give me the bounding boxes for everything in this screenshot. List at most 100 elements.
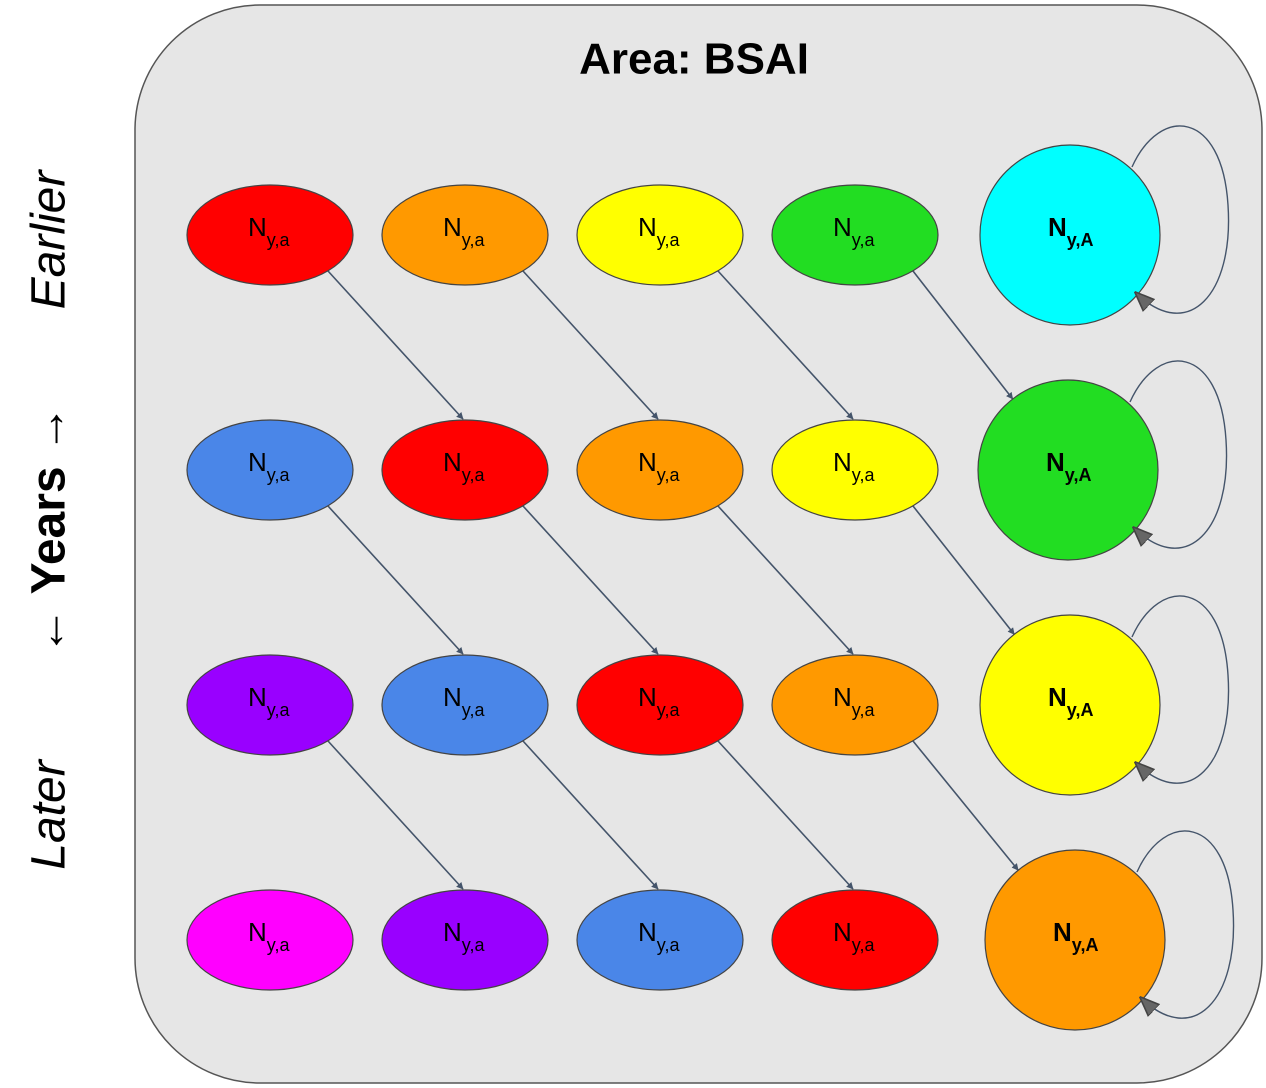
node-label-main: N <box>443 447 462 477</box>
self-loop <box>1131 595 1230 784</box>
node-label: Ny,a <box>248 447 290 485</box>
node-label: Ny,a <box>443 212 485 250</box>
node-label-sub: y,a <box>852 935 876 955</box>
node-label-sub: y,A <box>1065 465 1092 485</box>
node-label-main: N <box>443 682 462 712</box>
node-label: Ny,a <box>248 682 290 720</box>
edge <box>522 740 659 890</box>
node-label-sub: y,a <box>852 700 876 720</box>
self-loop <box>1131 125 1230 314</box>
node-label: Ny,a <box>833 682 875 720</box>
side-label: ← Years → <box>23 405 76 655</box>
node <box>576 419 744 521</box>
node-label: Ny,a <box>833 212 875 250</box>
edge <box>327 270 464 420</box>
node <box>186 419 354 521</box>
node-label-sub: y,a <box>462 230 486 250</box>
node-label-sub: y,a <box>462 700 486 720</box>
edge <box>327 505 464 655</box>
node <box>771 889 939 991</box>
node-label-main: N <box>443 212 462 242</box>
title: Area: BSAI <box>579 35 809 84</box>
node-label-sub: y,A <box>1067 700 1094 720</box>
node-label: Ny,A <box>1048 682 1093 720</box>
node-label-sub: y,a <box>852 465 876 485</box>
node <box>979 144 1161 326</box>
node-label-main: N <box>248 682 267 712</box>
node-label-main: N <box>1048 212 1067 242</box>
node-label: Ny,A <box>1048 212 1093 250</box>
node <box>977 379 1159 561</box>
node <box>984 849 1166 1031</box>
self-loop <box>1136 830 1235 1019</box>
node <box>381 419 549 521</box>
edge <box>522 505 659 655</box>
node-label-main: N <box>638 212 657 242</box>
node-label-main: N <box>833 212 852 242</box>
node-label: Ny,a <box>638 447 680 485</box>
node-label: Ny,a <box>443 917 485 955</box>
node-label-sub: y,a <box>657 230 681 250</box>
node-label-sub: y,a <box>657 465 681 485</box>
node-label-main: N <box>638 682 657 712</box>
node-label-sub: y,a <box>657 700 681 720</box>
node-label-main: N <box>638 917 657 947</box>
node-label: Ny,a <box>638 682 680 720</box>
node-label-sub: y,A <box>1072 935 1099 955</box>
node-label: Ny,a <box>248 212 290 250</box>
edge <box>912 505 1015 635</box>
node-label: Ny,a <box>638 917 680 955</box>
node-label: Ny,a <box>443 682 485 720</box>
node-label-sub: y,a <box>267 465 291 485</box>
node-label: Ny,A <box>1046 447 1091 485</box>
node-label: Ny,a <box>833 447 875 485</box>
node-label: Ny,A <box>1053 917 1098 955</box>
node-label-main: N <box>1048 682 1067 712</box>
node <box>381 654 549 756</box>
node-label-main: N <box>443 917 462 947</box>
node-label-sub: y,A <box>1067 230 1094 250</box>
node-label-main: N <box>833 682 852 712</box>
node <box>576 654 744 756</box>
side-label: Earlier <box>23 169 76 310</box>
node <box>576 889 744 991</box>
node-label-sub: y,a <box>267 700 291 720</box>
node <box>186 654 354 756</box>
node <box>186 889 354 991</box>
node-label: Ny,a <box>833 917 875 955</box>
edge <box>912 740 1019 871</box>
node <box>381 184 549 286</box>
node-label-sub: y,a <box>267 935 291 955</box>
node-label-main: N <box>833 447 852 477</box>
node-label-main: N <box>1046 447 1065 477</box>
node-label-sub: y,a <box>462 465 486 485</box>
edge <box>327 740 464 890</box>
node <box>771 184 939 286</box>
node-label-main: N <box>248 447 267 477</box>
node-label-sub: y,a <box>852 230 876 250</box>
node-label-main: N <box>248 917 267 947</box>
edge <box>717 270 854 420</box>
edge <box>717 505 854 655</box>
edge <box>912 270 1014 400</box>
node-label-sub: y,a <box>657 935 681 955</box>
side-label: Later <box>23 758 76 869</box>
node-label: Ny,a <box>443 447 485 485</box>
node-label-main: N <box>1053 917 1072 947</box>
node-label: Ny,a <box>248 917 290 955</box>
node-label: Ny,a <box>638 212 680 250</box>
node <box>576 184 744 286</box>
edge <box>717 740 854 890</box>
node <box>186 184 354 286</box>
node-label-main: N <box>638 447 657 477</box>
self-loop <box>1129 360 1228 549</box>
node-label-sub: y,a <box>462 935 486 955</box>
node <box>979 614 1161 796</box>
node-label-sub: y,a <box>267 230 291 250</box>
node-label-main: N <box>248 212 267 242</box>
node <box>771 654 939 756</box>
edge <box>522 270 659 420</box>
node <box>771 419 939 521</box>
node-label-main: N <box>833 917 852 947</box>
